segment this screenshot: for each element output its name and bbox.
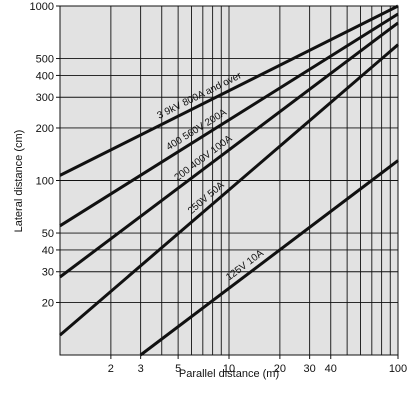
series-group	[59, 4, 399, 357]
y-tick-label: 200	[36, 123, 54, 135]
x-tick-label: 2	[108, 363, 114, 375]
x-tick-label: 10	[223, 363, 235, 375]
y-axis-label: Lateral distance (cm)	[13, 130, 25, 233]
y-tick-label: 400	[36, 70, 54, 82]
x-tick-label: 100	[389, 363, 407, 375]
y-tick-label: 40	[42, 245, 54, 257]
y-tick-label: 100	[36, 176, 54, 188]
y-tick-label: 50	[42, 228, 54, 240]
series-line	[59, 4, 399, 177]
y-tick-label: 20	[42, 297, 54, 309]
y-tick-label: 300	[36, 92, 54, 104]
series-line	[59, 21, 399, 279]
y-axis-ticks: 20 30 40 50 100 200 300 400 500 1000	[30, 1, 60, 309]
y-tick-label: 30	[42, 267, 54, 279]
x-tick-label: 3	[138, 363, 144, 375]
series-line	[59, 12, 399, 228]
x-tick-label: 30	[304, 363, 316, 375]
x-tick-label: 40	[325, 363, 337, 375]
x-tick-label: 5	[175, 363, 181, 375]
y-tick-label: 1000	[30, 1, 54, 13]
series-line	[139, 159, 399, 357]
y-tick-label: 500	[36, 54, 54, 66]
x-axis-ticks: 2 3 5 10 20 30 40 100	[108, 355, 407, 375]
series-line	[59, 43, 399, 337]
grid	[60, 6, 398, 355]
x-axis-label: Parallel distance (m)	[179, 368, 279, 380]
x-tick-label: 20	[274, 363, 286, 375]
